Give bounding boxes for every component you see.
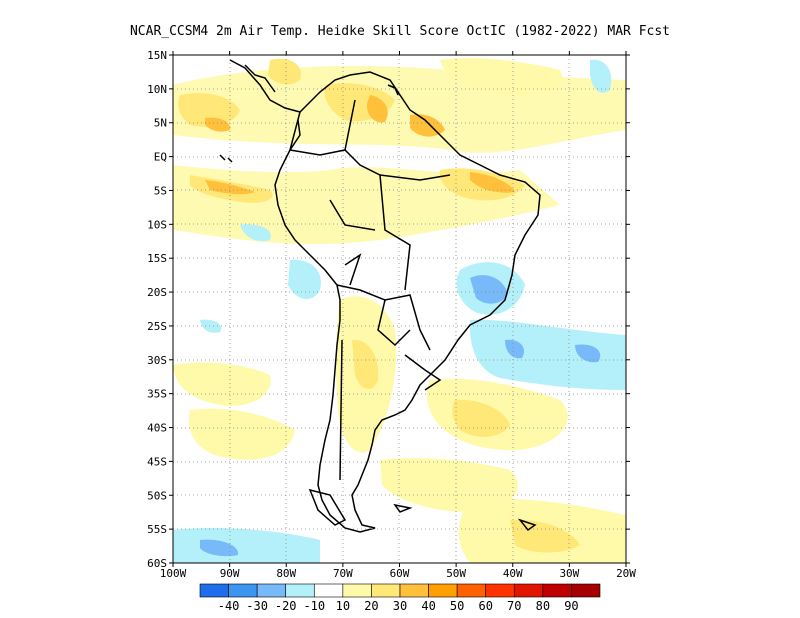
lat-tick-label: 60S	[147, 557, 167, 570]
lat-tick-label: 30S	[147, 354, 167, 367]
coastlines	[219, 59, 541, 533]
lon-tick-label: 60W	[390, 567, 410, 580]
map-title: NCAR_CCSM4 2m Air Temp. Heidke Skill Sco…	[130, 24, 670, 39]
colorbar-label: 70	[507, 599, 521, 613]
colorbar-label: 90	[564, 599, 578, 613]
colorbar-swatch	[313, 583, 344, 598]
lat-tick-label: 20S	[147, 286, 167, 299]
lat-tick-label: 25S	[147, 320, 167, 333]
grid-lines	[173, 55, 626, 563]
lat-tick-label: 5S	[154, 184, 167, 197]
colorbar-swatch	[371, 583, 401, 598]
colorbar-label: -20	[275, 599, 297, 613]
colorbar-label: 50	[450, 599, 464, 613]
colorbar-label: 60	[478, 599, 492, 613]
colorbar	[199, 583, 601, 598]
colorbar-swatch	[485, 583, 515, 598]
colorbar-swatch	[342, 583, 372, 598]
lat-tick-label: 10N	[147, 83, 167, 96]
lon-tick-label: 100W	[160, 567, 187, 580]
lat-tick-label: 15S	[147, 252, 167, 265]
latitude-axis: 15N 10N 5N EQ 5S 10S 15S 20S 25S 30S 35S 40S 45S 50S 5…	[147, 49, 167, 570]
lon-tick-label: 50W	[446, 567, 466, 580]
lat-tick-label: 5N	[154, 117, 167, 130]
colorbar-label: 20	[364, 599, 378, 613]
lon-tick-label: 70W	[333, 567, 353, 580]
colorbar-label: 10	[336, 599, 350, 613]
colorbar-swatch	[571, 583, 601, 598]
colorbar-label: -30	[246, 599, 268, 613]
lon-tick-label: 80W	[276, 567, 296, 580]
colorbar-label: 40	[421, 599, 435, 613]
colorbar-swatch	[285, 583, 315, 598]
colorbar-swatch	[256, 583, 287, 598]
colorbar-swatch	[456, 583, 487, 598]
colorbar-swatch	[428, 583, 458, 598]
lat-tick-label: 50S	[147, 489, 167, 502]
colorbar-swatch	[399, 583, 429, 598]
colorbar-label: 80	[536, 599, 550, 613]
colorbar-swatch	[513, 583, 544, 598]
lat-tick-label: 55S	[147, 523, 167, 536]
colorbar-swatch	[542, 583, 572, 598]
longitude-axis: 100W 90W 80W 70W 60W 50W 40W 30W 20W	[160, 567, 637, 580]
lat-tick-label: 10S	[147, 218, 167, 231]
lat-tick-label: EQ	[154, 151, 167, 164]
colorbar-label: 30	[393, 599, 407, 613]
colorbar-swatch	[228, 583, 258, 598]
lat-tick-label: 35S	[147, 388, 167, 401]
lon-tick-label: 40W	[503, 567, 523, 580]
colorbar-labels: -40 -30 -20 -10 10 20 30 40 50 60 70 80 90	[218, 599, 579, 613]
colorbar-label: -10	[303, 599, 325, 613]
lat-tick-label: 40S	[147, 422, 167, 435]
colorbar-swatch	[199, 583, 229, 598]
lat-tick-label: 45S	[147, 455, 167, 468]
tick-marks	[169, 51, 630, 567]
lon-tick-label: 20W	[616, 567, 636, 580]
lon-tick-label: 30W	[559, 567, 579, 580]
colorbar-label: -40	[218, 599, 240, 613]
lon-tick-label: 90W	[220, 567, 240, 580]
lat-tick-label: 15N	[147, 49, 167, 62]
